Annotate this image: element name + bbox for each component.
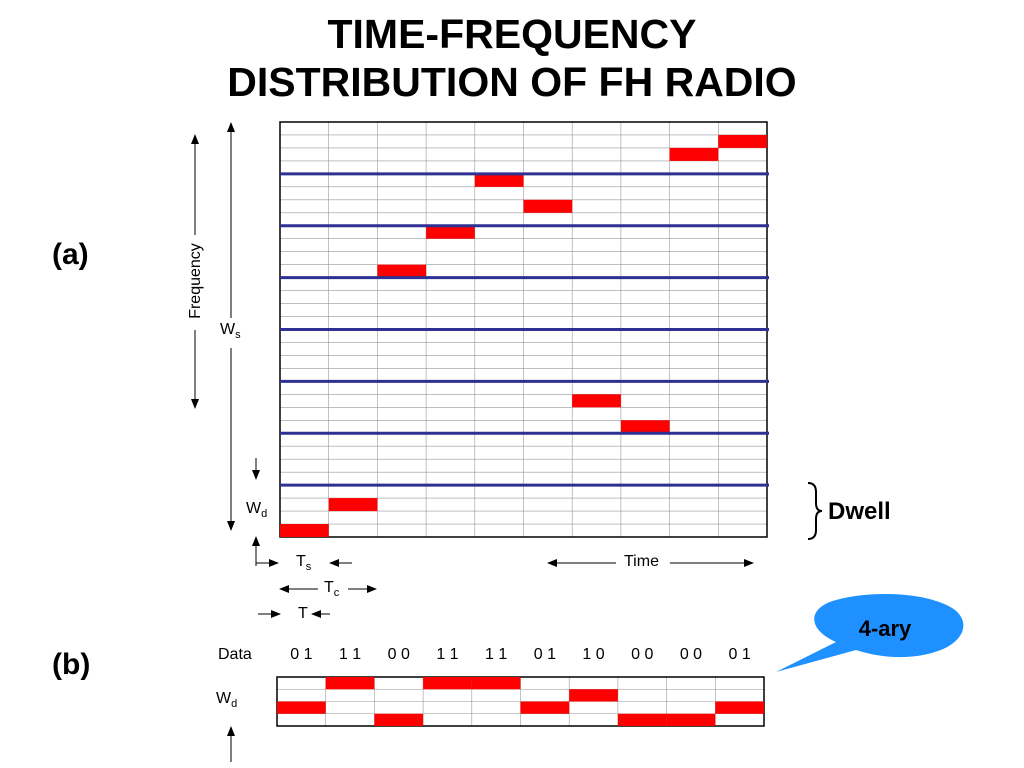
hop-cell	[523, 199, 573, 213]
frequency-label: Frequency	[187, 243, 204, 319]
data-symbol: 0 1	[533, 646, 556, 663]
title-line-1: TIME-FREQUENCY	[327, 11, 697, 57]
wd-label: Wd	[246, 500, 267, 520]
hop-cell	[669, 147, 719, 161]
wd-main: W	[246, 500, 262, 517]
t-label: T	[298, 605, 308, 622]
hop-cell	[280, 524, 329, 537]
wd-b-label: Wd	[216, 690, 237, 710]
data-symbol: 0 0	[387, 646, 410, 663]
hop-cell-b	[569, 689, 618, 702]
panel-label-a: (a)	[52, 238, 89, 271]
ws-main: W	[220, 321, 236, 338]
title-line-2: DISTRIBUTION OF FH RADIO	[227, 59, 797, 105]
data-symbol: 1 1	[338, 646, 362, 663]
hop-cell-b	[666, 713, 716, 726]
data-symbol: 0 1	[290, 646, 313, 663]
hop-cell-b	[423, 677, 472, 690]
hop-cell-b	[715, 701, 764, 714]
ts-label: Ts	[296, 553, 311, 573]
hop-cell-b	[277, 701, 326, 714]
tc-main: T	[324, 579, 334, 596]
hop-cell-b	[325, 677, 375, 690]
hop-cell	[426, 225, 475, 239]
ts-sub: s	[305, 561, 312, 574]
ts-main: T	[296, 553, 306, 570]
band-boundaries	[280, 172, 769, 487]
hop-cell	[620, 420, 670, 434]
hop-cell	[572, 394, 621, 408]
dwell-label: Dwell	[828, 498, 891, 525]
page-title: TIME-FREQUENCY DISTRIBUTION OF FH RADIO	[0, 10, 1024, 106]
wd-sub: d	[261, 508, 268, 521]
hop-cells-a	[280, 134, 767, 537]
wd-b-main: W	[216, 690, 232, 707]
tc-label: Tc	[324, 579, 339, 599]
callout-bubble	[776, 594, 964, 672]
hop-cell-b	[471, 677, 521, 690]
data-symbol: 0 0	[679, 646, 703, 663]
data-symbol: 0 0	[631, 646, 654, 663]
hop-cell	[328, 498, 378, 512]
wd-b-sub: d	[231, 698, 238, 711]
data-symbol: 1 0	[582, 646, 605, 663]
hop-cell-b	[520, 701, 570, 714]
panel-label-b: (b)	[52, 648, 91, 681]
hop-cell	[474, 173, 524, 187]
data-symbol: 0 1	[728, 646, 751, 663]
hop-cell	[718, 134, 767, 148]
data-symbol: 1 1	[436, 646, 459, 663]
callout-label: 4-ary	[858, 616, 912, 641]
time-label: Time	[624, 553, 659, 570]
hop-cells-b	[277, 677, 764, 726]
dwell-brace	[807, 482, 823, 540]
ws-label: Ws	[220, 321, 241, 341]
hop-cell	[377, 264, 427, 278]
hop-cell-b	[617, 713, 667, 726]
ws-sub: s	[235, 329, 241, 342]
data-row-label: Data	[218, 646, 252, 663]
hop-cell-b	[374, 713, 424, 726]
tc-sub: c	[333, 587, 340, 600]
data-symbol: 1 1	[485, 646, 508, 663]
